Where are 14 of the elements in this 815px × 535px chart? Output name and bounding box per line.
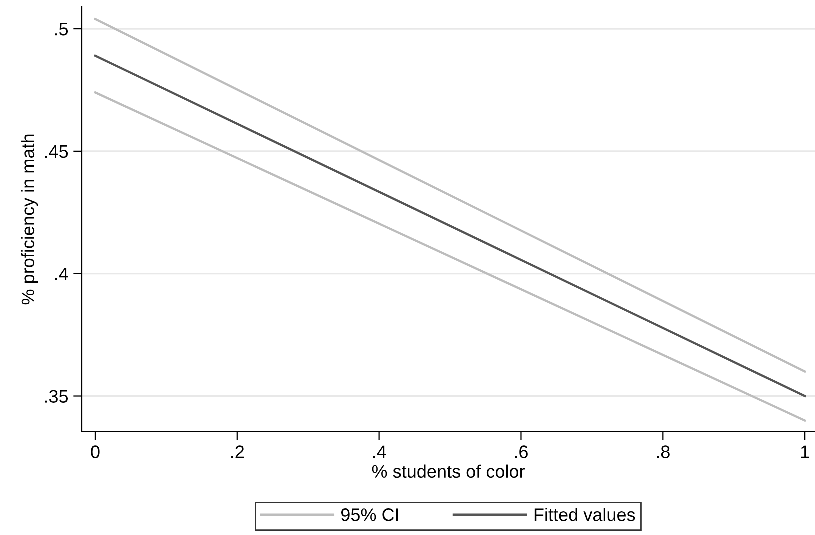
x-tick-label: 1 (801, 446, 810, 458)
x-tick-label: 0 (91, 446, 100, 458)
y-tick-label: .4 (55, 268, 68, 280)
y-tick-label: .45 (45, 146, 68, 158)
x-tick-label: .6 (515, 446, 528, 458)
x-axis-title: % students of color (372, 464, 525, 478)
y-tick-label: .5 (55, 23, 68, 36)
x-tick-label: .2 (232, 446, 244, 458)
y-axis-title: % proficiency in math (21, 134, 38, 305)
legend-label: Fitted values (534, 508, 636, 522)
x-tick-label: .4 (373, 446, 386, 458)
y-tick-label: .35 (45, 390, 68, 403)
x-tick-label: .8 (657, 446, 670, 458)
legend-label: 95% CI (341, 508, 398, 522)
